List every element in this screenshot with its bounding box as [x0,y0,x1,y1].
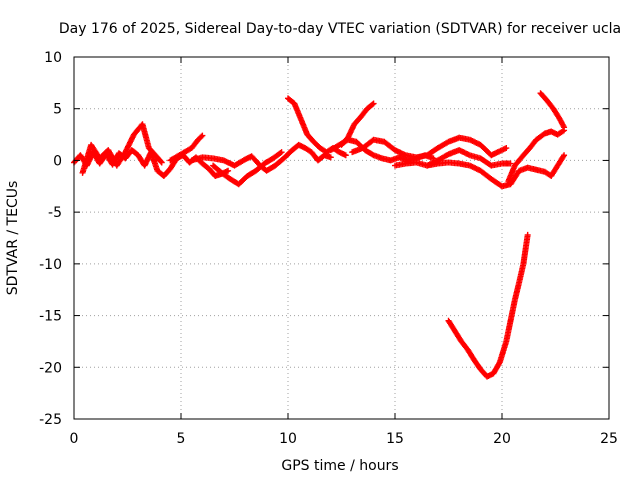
data-point [524,231,531,238]
series-sat-h [338,100,377,148]
data-point [157,158,164,165]
y-tick-label: -15 [39,309,62,325]
data-point [560,153,567,160]
series-sat-c [167,132,206,164]
data-point [507,160,514,167]
series-sat-j [392,147,514,169]
series-sat-l [505,127,568,185]
x-tick-label: 0 [70,431,79,447]
data-point [342,152,349,159]
data-point [199,132,206,139]
y-tick-label: -20 [39,360,62,376]
series-sat-i [349,134,510,161]
y-tick-label: -25 [39,412,62,428]
data-point [198,133,205,140]
y-axis-label: SDTVAR / TECUs [5,181,21,296]
data-point [225,167,232,174]
x-tick-label: 10 [279,431,297,447]
series-sat-e [210,149,285,188]
data-point [327,154,334,161]
x-tick-label: 5 [177,431,186,447]
data-point [158,159,165,166]
series-sat-n [445,231,531,380]
x-tick-label: 25 [600,431,618,447]
data-point [561,124,568,131]
series-sat-f [285,95,349,159]
data-point [370,100,377,107]
y-tick-label: 0 [53,153,62,169]
data-point [277,150,284,157]
series-sat-k [424,152,568,190]
y-tick-label: -10 [39,257,62,273]
data-point [503,145,510,152]
x-axis-label: GPS time / hours [281,458,398,474]
chart-title: Day 176 of 2025, Sidereal Day-to-day VTE… [59,21,621,37]
axis-ticks: 0 5 10 15 20 25 -25 -20 -15 -10 -5 0 5 10 [39,50,618,447]
y-tick-label: -5 [48,205,62,221]
data-point [559,128,566,135]
data-point [278,149,285,156]
plot-frame [73,56,610,420]
grid-lines [74,57,609,419]
plot-area [71,90,568,380]
x-tick-label: 15 [386,431,404,447]
y-tick-label: 10 [44,50,62,66]
series-sat-m [537,90,568,131]
data-point [496,360,503,367]
x-tick-label: 20 [493,431,511,447]
data-point [561,152,568,159]
y-tick-label: 5 [53,102,62,118]
data-point [369,101,376,108]
series-sat-b [79,121,165,176]
